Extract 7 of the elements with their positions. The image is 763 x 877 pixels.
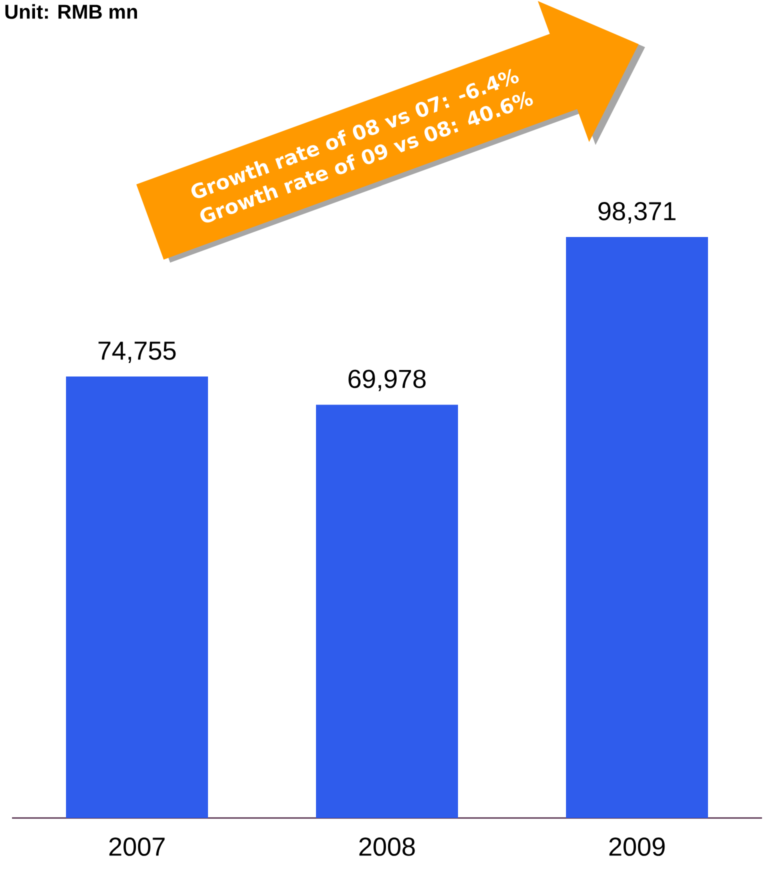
x-tick-label: 2008: [360, 838, 415, 856]
data-label: 98,371: [598, 202, 676, 224]
x-tick-label: 2009: [610, 838, 665, 856]
data-label: 69,978: [348, 370, 426, 392]
chart-title: Unit: RMB mn: [6, 4, 138, 19]
data-label: 74,755: [98, 342, 176, 363]
x-tick-label: 2007: [110, 838, 165, 856]
